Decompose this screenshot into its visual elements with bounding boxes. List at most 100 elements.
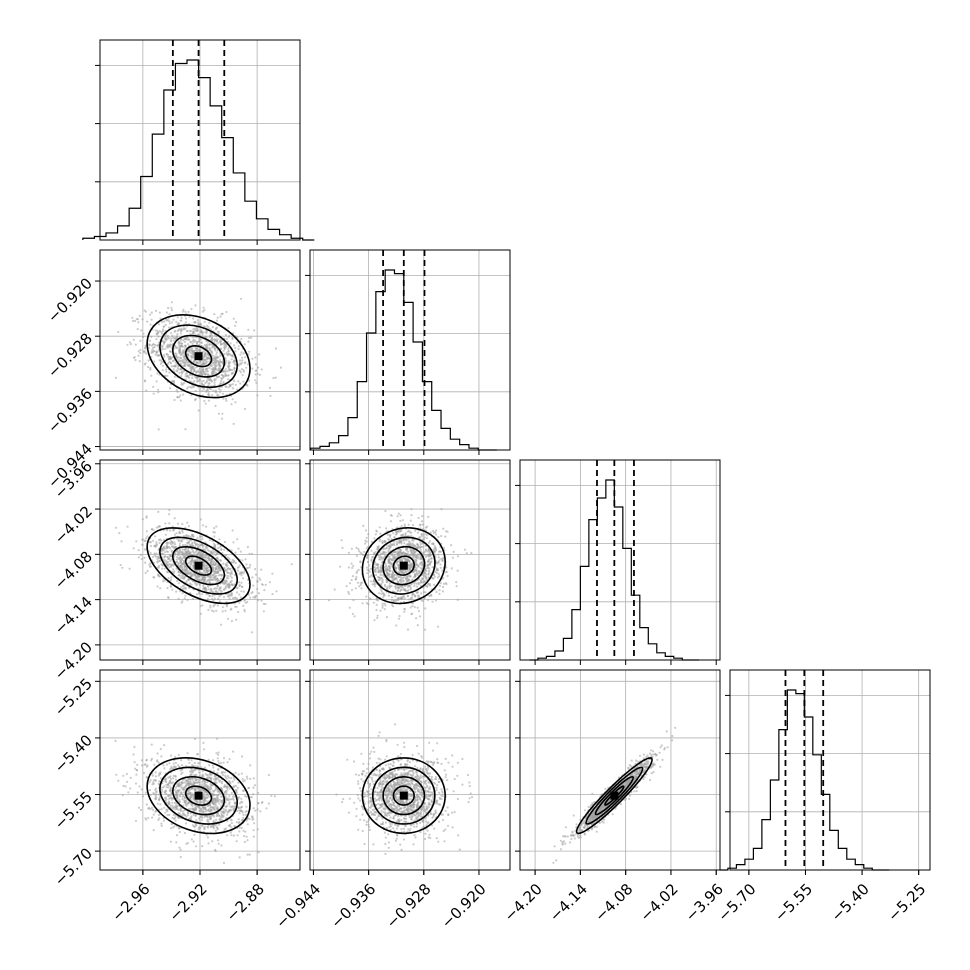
sample-point: [227, 348, 230, 351]
sample-point: [408, 561, 411, 564]
sample-point: [224, 579, 227, 582]
sample-point: [146, 569, 149, 573]
sample-point: [183, 361, 187, 364]
sample-point: [180, 558, 183, 561]
sample-point: [218, 360, 221, 364]
sample-point: [176, 323, 179, 326]
sample-point: [203, 320, 206, 323]
sample-point: [216, 580, 219, 584]
sample-point: [200, 593, 203, 596]
sample-point: [187, 578, 190, 582]
sample-point: [204, 335, 207, 338]
sample-point: [144, 310, 147, 313]
sample-point: [128, 567, 131, 570]
sample-point: [174, 778, 178, 781]
sample-point: [200, 331, 203, 334]
sample-point: [206, 377, 210, 380]
sample-point: [425, 548, 428, 551]
sample-point: [171, 801, 174, 805]
sample-point: [232, 422, 235, 425]
sample-point: [256, 580, 259, 583]
sample-point: [174, 361, 177, 364]
sample-point: [375, 573, 378, 577]
sample-point: [179, 555, 182, 558]
sample-point: [179, 345, 182, 348]
sample-point: [407, 570, 410, 573]
sample-point: [156, 344, 159, 347]
sample-point: [373, 537, 376, 540]
sample-point: [371, 556, 374, 559]
sample-point: [433, 575, 436, 578]
sample-point: [242, 572, 245, 575]
sample-point: [194, 329, 197, 332]
sample-point: [432, 577, 435, 581]
sample-point: [410, 551, 413, 554]
sample-point: [230, 620, 233, 623]
sample-point: [215, 353, 218, 356]
sample-point: [435, 590, 438, 594]
sample-point: [274, 347, 277, 350]
sample-point: [197, 321, 200, 324]
sample-point: [244, 361, 247, 364]
sample-point: [183, 791, 186, 794]
sample-point: [204, 567, 207, 570]
sample-point: [191, 556, 194, 559]
sample-point: [181, 592, 184, 595]
sample-point: [379, 558, 382, 561]
sample-point: [188, 535, 191, 538]
sample-point: [221, 610, 224, 613]
sample-point: [182, 308, 185, 311]
sample-point: [433, 545, 437, 548]
sample-point: [215, 609, 218, 612]
sample-point: [206, 370, 209, 373]
sample-point: [175, 346, 178, 349]
sample-point: [173, 375, 176, 378]
sample-point: [428, 562, 431, 565]
sample-point: [396, 597, 399, 600]
sample-point: [411, 612, 414, 615]
sample-point: [189, 355, 193, 358]
sample-point: [181, 548, 184, 551]
sample-point: [245, 366, 248, 369]
sample-point: [183, 328, 186, 331]
sample-point: [227, 336, 230, 339]
sample-point: [234, 383, 237, 386]
sample-point: [179, 330, 182, 333]
sample-point: [204, 390, 207, 393]
sample-point: [172, 826, 175, 829]
sample-point: [115, 526, 118, 529]
sample-point: [225, 310, 228, 314]
sample-point: [418, 524, 421, 527]
sample-point: [126, 343, 129, 346]
sample-point: [434, 531, 437, 534]
sample-point: [209, 604, 212, 607]
sample-point: [259, 578, 262, 581]
sample-point: [227, 361, 230, 365]
sample-point: [433, 583, 436, 587]
sample-point: [157, 564, 161, 568]
sample-point: [234, 324, 237, 327]
sample-point: [232, 317, 235, 320]
y-tick-label: −4.02: [51, 502, 96, 547]
sample-point: [234, 401, 237, 404]
sample-point: [174, 765, 177, 768]
sample-point: [231, 558, 234, 562]
sample-point: [158, 793, 161, 796]
sample-point: [225, 605, 228, 608]
histogram-panel-0: [82, 39, 315, 245]
sample-point: [231, 561, 234, 564]
contour-level-2: [159, 324, 238, 389]
sample-point: [197, 362, 200, 365]
sample-point: [181, 565, 184, 569]
sample-point: [383, 553, 386, 556]
sample-point: [238, 581, 241, 584]
sample-point: [328, 599, 331, 602]
sample-point: [210, 598, 213, 601]
sample-point: [150, 311, 153, 314]
sample-point: [392, 578, 395, 581]
sample-point: [134, 319, 137, 322]
sample-point: [420, 581, 424, 584]
sample-point: [214, 579, 217, 582]
sample-point: [355, 577, 358, 581]
sample-point: [407, 563, 410, 567]
